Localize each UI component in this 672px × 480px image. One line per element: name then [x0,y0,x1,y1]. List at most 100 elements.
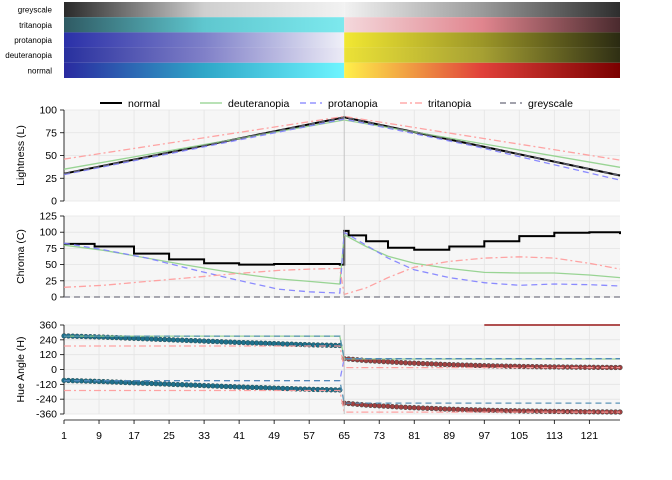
data-point [170,337,177,343]
data-point [205,338,212,344]
x-tick-label: 9 [96,430,102,442]
data-point [407,405,413,411]
data-point [100,379,107,385]
y-axis-label: Chroma (C) [15,229,27,284]
legend-label: normal [128,98,160,110]
y-tick-label: 0 [51,292,57,304]
data-point [262,340,269,346]
y-tick-label: 100 [39,227,57,239]
series-line-protanopia [63,118,621,181]
data-point [534,364,540,370]
swatch-left-greyscale [64,2,345,18]
x-tick-label: 41 [233,430,245,442]
y-tick-label: 125 [39,211,57,223]
data-point [267,385,273,391]
y-tick-label: -240 [36,394,57,406]
data-point [394,359,400,365]
data-point [179,382,185,388]
data-point [402,404,409,410]
data-point [407,360,413,366]
swatch-label: normal [28,66,53,75]
data-point [192,338,198,344]
data-point [223,383,229,390]
x-tick-label: 1 [61,430,67,442]
data-point [192,382,198,388]
data-point [153,381,159,387]
legend-label: greyscale [528,98,573,110]
data-point [271,341,277,347]
data-point [551,364,557,370]
series-line-normal [64,229,621,266]
data-point [135,380,142,386]
data-point [245,340,251,346]
data-point [416,360,422,367]
x-tick-label: 81 [408,430,420,442]
x-tick-label: 49 [268,430,280,442]
x-tick-label: 105 [511,430,529,442]
y-tick-label: 240 [39,334,57,346]
series-normal-markers [341,400,623,415]
legend-label: deuteranopia [228,98,289,110]
y-tick-label: 50 [45,150,57,162]
legend-label: protanopia [328,98,378,110]
data-point [227,339,234,345]
data-point [381,403,387,409]
data-point [197,382,203,389]
data-point [214,383,220,389]
data-point [402,360,409,366]
data-point [157,381,163,387]
data-point [433,361,439,367]
data-point [525,364,531,370]
data-point [96,378,102,385]
data-point [188,338,194,344]
series-line-deuteranopia [63,233,621,285]
y-tick-label: 25 [45,275,57,287]
series-line-protanopia [63,231,621,294]
swatch-label: deuteranopia [5,51,52,60]
y-tick-label: 50 [45,259,57,271]
data-point [376,403,382,409]
chart-legend: normal deuteranopia protanopia tritanopia gr… [100,98,573,110]
data-point [542,364,549,370]
series-normal-markers [61,377,343,393]
data-point [538,364,544,370]
data-point [219,383,225,389]
data-point [144,336,150,342]
swatch-right-tritanopia [344,17,620,33]
data-point [210,383,216,389]
y-axis-label: Lightness (L) [15,125,27,186]
data-point [420,405,426,411]
data-point [258,385,264,391]
data-point [315,386,321,393]
data-point [424,361,431,367]
x-tick-label: 89 [443,430,455,442]
data-point [442,406,448,412]
x-tick-label: 113 [546,430,563,442]
data-point [319,387,325,393]
data-point [324,387,330,393]
data-point [170,381,177,388]
data-point [254,340,260,346]
data-point [91,378,98,384]
data-point [328,387,334,393]
data-point [324,342,330,348]
data-point [451,406,457,412]
data-point [372,403,378,409]
data-point [389,359,395,365]
data-point [179,337,185,343]
data-point [547,364,553,370]
data-point [328,342,334,348]
data-point [547,408,553,415]
swatch-left-protanopia [64,32,345,48]
data-point [245,384,251,390]
data-point [385,359,391,365]
y-tick-label: 25 [45,173,57,185]
y-tick-label: 0 [51,364,57,376]
data-point [420,361,426,367]
data-point [459,362,466,368]
y-tick-label: -120 [36,379,57,391]
data-point [437,406,444,412]
x-axis: 1 9 17 25 33 41 49 57 65 73 81 89 97 105 113 121 [61,419,620,442]
series-line-tritanopia [64,345,620,369]
